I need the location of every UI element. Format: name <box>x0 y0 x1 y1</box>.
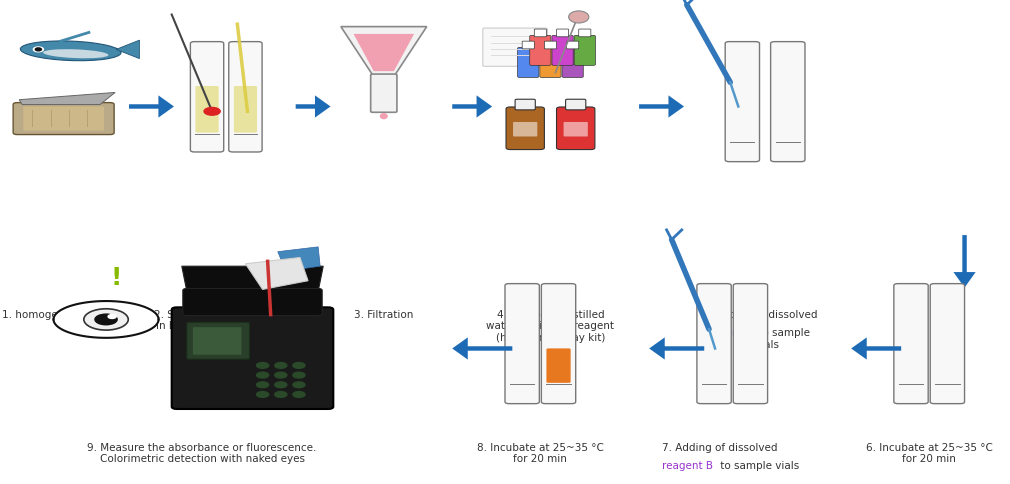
Polygon shape <box>245 257 308 289</box>
Circle shape <box>84 309 128 330</box>
FancyBboxPatch shape <box>564 122 588 136</box>
Circle shape <box>275 382 287 388</box>
FancyBboxPatch shape <box>233 86 257 133</box>
FancyBboxPatch shape <box>530 35 551 65</box>
Circle shape <box>275 392 287 397</box>
FancyBboxPatch shape <box>13 103 114 135</box>
FancyBboxPatch shape <box>697 284 731 404</box>
Polygon shape <box>182 266 323 291</box>
Polygon shape <box>116 40 139 59</box>
FancyBboxPatch shape <box>563 47 584 77</box>
Text: 9. Measure the absorbance or fluorescence.
Colorimetric detection with naked eye: 9. Measure the absorbance or fluorescenc… <box>87 443 317 465</box>
Text: to sample
vials: to sample vials <box>755 328 810 350</box>
FancyBboxPatch shape <box>483 28 547 66</box>
Circle shape <box>95 314 117 325</box>
FancyBboxPatch shape <box>725 42 760 162</box>
FancyBboxPatch shape <box>557 29 569 37</box>
Polygon shape <box>341 27 426 75</box>
Text: !: ! <box>110 266 122 290</box>
Circle shape <box>293 382 305 388</box>
Text: 1. homogenize a sample: 1. homogenize a sample <box>2 310 129 320</box>
FancyBboxPatch shape <box>567 41 579 49</box>
Circle shape <box>293 392 305 397</box>
Ellipse shape <box>20 41 121 60</box>
FancyBboxPatch shape <box>228 42 262 152</box>
FancyBboxPatch shape <box>733 284 768 404</box>
FancyBboxPatch shape <box>566 99 586 110</box>
FancyBboxPatch shape <box>552 35 574 65</box>
Text: to sample vials: to sample vials <box>717 461 799 471</box>
FancyBboxPatch shape <box>193 327 241 355</box>
FancyBboxPatch shape <box>540 47 562 77</box>
Ellipse shape <box>43 49 108 58</box>
FancyBboxPatch shape <box>183 288 322 316</box>
FancyBboxPatch shape <box>544 41 557 49</box>
Circle shape <box>257 372 269 378</box>
Circle shape <box>257 392 269 397</box>
FancyBboxPatch shape <box>23 106 104 131</box>
Circle shape <box>33 47 43 52</box>
Text: 2. Sample (1g) was mixed
in EDTA-potassium buffer
(pH=8.0): 2. Sample (1g) was mixed in EDTA-potassi… <box>155 310 290 343</box>
Circle shape <box>35 48 41 51</box>
FancyBboxPatch shape <box>371 74 397 112</box>
Circle shape <box>293 363 305 368</box>
Circle shape <box>275 363 287 368</box>
FancyBboxPatch shape <box>534 29 546 37</box>
Text: 3. Filtration: 3. Filtration <box>355 310 413 320</box>
Text: reagent A: reagent A <box>702 328 752 338</box>
FancyBboxPatch shape <box>172 307 333 409</box>
Text: 6. Incubate at 25~35 °C
for 20 min: 6. Incubate at 25~35 °C for 20 min <box>866 443 993 465</box>
Ellipse shape <box>380 113 388 119</box>
Ellipse shape <box>569 11 589 23</box>
FancyBboxPatch shape <box>546 348 571 383</box>
Text: 5. Adding of dissolved: 5. Adding of dissolved <box>702 310 817 320</box>
FancyBboxPatch shape <box>894 284 928 404</box>
Circle shape <box>275 372 287 378</box>
FancyBboxPatch shape <box>196 86 218 133</box>
Polygon shape <box>19 92 115 105</box>
FancyBboxPatch shape <box>930 284 965 404</box>
FancyBboxPatch shape <box>541 284 576 404</box>
FancyBboxPatch shape <box>513 122 537 136</box>
Circle shape <box>204 107 220 115</box>
FancyBboxPatch shape <box>771 42 805 162</box>
Text: 8. Incubate at 25~35 °C
for 20 min: 8. Incubate at 25~35 °C for 20 min <box>477 443 604 465</box>
Text: reagent B: reagent B <box>662 461 712 471</box>
FancyBboxPatch shape <box>187 322 249 359</box>
Polygon shape <box>278 247 320 271</box>
FancyBboxPatch shape <box>557 107 595 150</box>
Circle shape <box>293 372 305 378</box>
Text: 7. Adding of dissolved: 7. Adding of dissolved <box>662 443 777 453</box>
FancyBboxPatch shape <box>579 29 591 37</box>
FancyBboxPatch shape <box>522 41 534 49</box>
Circle shape <box>257 363 269 368</box>
Circle shape <box>108 315 116 318</box>
FancyBboxPatch shape <box>190 42 224 152</box>
FancyBboxPatch shape <box>506 107 544 150</box>
Polygon shape <box>354 34 414 71</box>
FancyBboxPatch shape <box>515 99 535 110</box>
FancyBboxPatch shape <box>518 47 539 77</box>
FancyBboxPatch shape <box>505 284 539 404</box>
Polygon shape <box>54 301 159 338</box>
FancyBboxPatch shape <box>575 35 596 65</box>
Circle shape <box>257 382 269 388</box>
Text: 4. Adding of distilled
water to vials of reagent
(histamine assay kit): 4. Adding of distilled water to vials of… <box>487 310 614 343</box>
